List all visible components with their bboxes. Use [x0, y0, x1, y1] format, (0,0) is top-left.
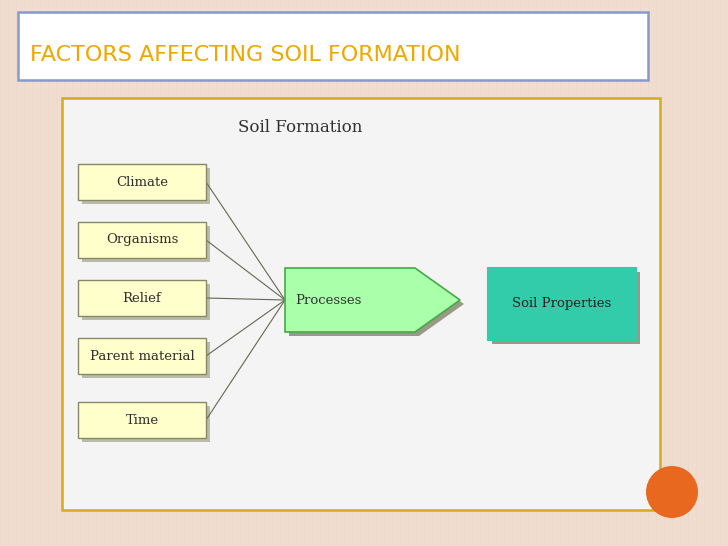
FancyBboxPatch shape: [78, 222, 206, 258]
FancyBboxPatch shape: [488, 268, 636, 340]
Text: Soil Properties: Soil Properties: [513, 298, 612, 311]
Text: Organisms: Organisms: [106, 234, 178, 246]
Text: Processes: Processes: [295, 294, 361, 306]
FancyBboxPatch shape: [82, 406, 210, 442]
Text: Soil Formation: Soil Formation: [238, 120, 363, 136]
FancyBboxPatch shape: [62, 98, 660, 510]
Polygon shape: [289, 272, 464, 336]
Text: FACTORS AFFECTING SOIL FORMATION: FACTORS AFFECTING SOIL FORMATION: [30, 45, 461, 65]
Text: Relief: Relief: [122, 292, 162, 305]
FancyBboxPatch shape: [82, 168, 210, 204]
Text: Parent material: Parent material: [90, 349, 194, 363]
FancyBboxPatch shape: [78, 338, 206, 374]
FancyBboxPatch shape: [82, 226, 210, 262]
Text: Climate: Climate: [116, 175, 168, 188]
Circle shape: [646, 466, 698, 518]
FancyBboxPatch shape: [18, 12, 648, 80]
FancyBboxPatch shape: [82, 342, 210, 378]
Text: Time: Time: [125, 413, 159, 426]
Polygon shape: [285, 268, 460, 332]
FancyBboxPatch shape: [78, 164, 206, 200]
FancyBboxPatch shape: [492, 272, 640, 344]
FancyBboxPatch shape: [78, 280, 206, 316]
FancyBboxPatch shape: [78, 402, 206, 438]
FancyBboxPatch shape: [82, 284, 210, 320]
